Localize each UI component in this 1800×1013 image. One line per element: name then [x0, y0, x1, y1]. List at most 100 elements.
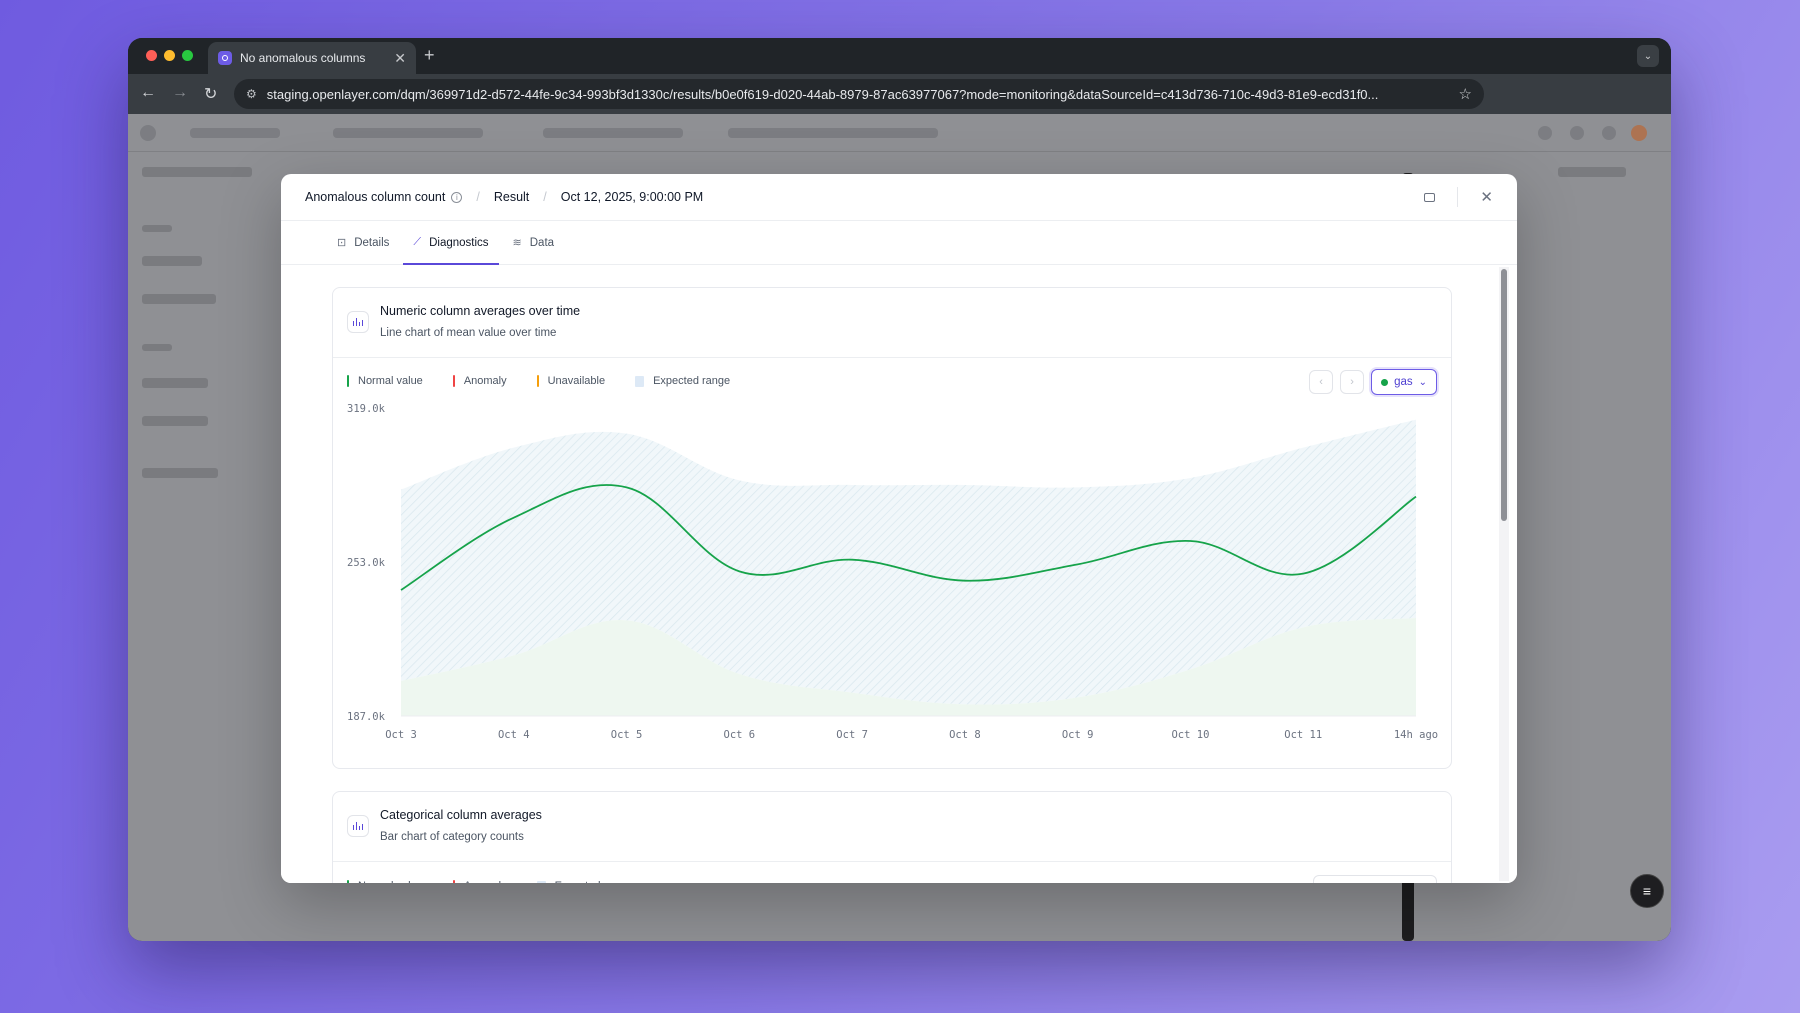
expected-range-band [401, 419, 1416, 705]
card-subtitle: Bar chart of category counts [380, 831, 524, 843]
site-settings-icon[interactable]: ⚙ [246, 87, 257, 101]
close-window-button[interactable] [146, 50, 157, 61]
line-chart[interactable]: 319.0k 253.0k 187.0k Oct 3 Oct 4 Oct 5 Oct 6 Oc… [333, 396, 1453, 756]
modal-scrollbar-thumb[interactable] [1501, 269, 1507, 521]
data-point[interactable] [1412, 493, 1420, 501]
chart-legend: Normal value Anomaly Unavailable Expecte… [347, 375, 730, 387]
status-dot [1381, 378, 1389, 386]
next-column-button[interactable]: › [1340, 370, 1365, 394]
numeric-averages-card: Numeric column averages over time Line c… [332, 287, 1452, 769]
legend-label: Expected range [653, 375, 731, 387]
breadcrumb-separator: / [543, 190, 547, 204]
data-point[interactable] [397, 586, 405, 594]
info-icon[interactable]: i [451, 191, 463, 203]
x-tick-label: Oct 5 [611, 729, 643, 741]
help-icon [1538, 126, 1552, 140]
data-point[interactable] [848, 556, 856, 564]
favicon-icon [218, 51, 232, 65]
sidebar-section-label [142, 225, 172, 232]
address-bar[interactable]: ⚙ staging.openlayer.com/dqm/369971d2-d57… [234, 79, 1484, 109]
category-column-select[interactable]: ⌄ [1313, 875, 1437, 883]
header-divider [1457, 187, 1459, 207]
legend-label: Expected range [555, 880, 632, 883]
bar-chart-icon [347, 815, 369, 837]
data-point[interactable] [1299, 570, 1307, 578]
legend-swatch [452, 880, 455, 883]
x-tick-label: Oct 3 [385, 729, 417, 741]
bar-chart-icon [347, 311, 369, 333]
legend-swatch [347, 880, 349, 883]
tab-diagnostics[interactable]: ⟋ Diagnostics [403, 221, 499, 265]
x-tick-label: Oct 10 [1171, 729, 1209, 741]
tab-label: Details [354, 236, 390, 249]
forward-icon[interactable]: → [172, 84, 188, 101]
close-icon[interactable]: ✕ [1480, 189, 1493, 206]
reload-icon[interactable]: ↻ [204, 86, 218, 103]
legend-normal: Normal value [347, 375, 423, 387]
minimize-window-button[interactable] [164, 50, 175, 61]
legend-label: Anomaly [464, 880, 507, 883]
legend-expected: Expected range [536, 880, 632, 883]
legend-label: Anomaly [463, 375, 507, 387]
legend-label: Normal value [358, 880, 423, 883]
y-tick-label: 319.0k [347, 403, 386, 415]
tab-label: Diagnostics [429, 236, 489, 249]
series-line-gas[interactable] [400, 484, 1417, 591]
column-select-value: gas [1394, 376, 1413, 388]
x-tick-label: 14h ago [1394, 729, 1438, 741]
legend-swatch [347, 375, 349, 387]
browser-toolbar: ← → ↻ ⚙ staging.openlayer.com/dqm/369971… [128, 74, 1671, 114]
workspace-crumb [190, 128, 280, 138]
chart-controls: ‹ › gas ⌄ [1309, 369, 1437, 395]
column-select[interactable]: gas ⌄ [1371, 369, 1437, 395]
modal-body: Numeric column averages over time Line c… [281, 265, 1517, 883]
card-title: Numeric column averages over time [380, 304, 581, 318]
legend-unavailable: Unavailable [536, 375, 606, 387]
assistant-icon[interactable]: ≡ [1630, 874, 1664, 908]
legend-label: Unavailable [547, 375, 606, 387]
chevron-down-icon: ⌄ [1420, 881, 1428, 884]
card-title: Categorical column averages [380, 808, 542, 822]
database-icon: ≋ [512, 237, 522, 249]
maximize-window-button[interactable] [182, 50, 193, 61]
data-point[interactable] [510, 514, 518, 522]
legend-anomaly: Anomaly [452, 375, 507, 387]
card-header: Numeric column averages over time Line c… [333, 288, 1451, 358]
tab-data[interactable]: ≋ Data [503, 221, 565, 264]
tab-title: No anomalous columns [240, 51, 366, 65]
data-point[interactable] [961, 577, 969, 585]
sidebar-section-label [142, 344, 172, 351]
sidebar-item-create [142, 416, 208, 426]
data-point[interactable] [1074, 560, 1082, 568]
legend-swatch [635, 375, 645, 387]
modal-scrollbar[interactable] [1499, 267, 1509, 881]
browser-tab[interactable]: No anomalous columns ✕ [208, 42, 416, 74]
data-point[interactable] [1186, 537, 1194, 545]
legend-swatch [536, 375, 539, 387]
tab-search-icon[interactable]: ⌄ [1637, 45, 1659, 67]
chart-legend: Normal value Anomaly Expected range [347, 880, 632, 883]
previous-column-button[interactable]: ‹ [1309, 370, 1334, 394]
data-point[interactable] [735, 567, 743, 575]
modal-tabs: ⊡ Details ⟋ Diagnostics ≋ Data [281, 221, 1517, 265]
breadcrumb-section: Result [493, 190, 530, 204]
avatar [1631, 125, 1647, 141]
result-modal: Anomalous column count i / Result / Oct … [281, 174, 1517, 883]
chevron-down-icon: ⌄ [1418, 376, 1427, 388]
y-tick-label: 187.0k [347, 711, 386, 723]
chart-line-icon: ⟋ [413, 236, 422, 248]
tab-close-icon[interactable]: ✕ [394, 50, 406, 66]
modal-header: Anomalous column count i / Result / Oct … [281, 174, 1517, 221]
bookmark-star-icon[interactable]: ☆ [1458, 86, 1472, 103]
expand-icon[interactable] [1424, 192, 1436, 202]
sidebar-item-settings [142, 468, 218, 478]
y-tick-label: 253.0k [347, 557, 386, 569]
tab-details[interactable]: ⊡ Details [327, 221, 399, 264]
back-icon[interactable]: ← [140, 84, 156, 101]
app-topbar [128, 114, 1671, 152]
new-tab-icon[interactable]: + [424, 45, 435, 65]
settings-icon [1602, 126, 1616, 140]
details-icon: ⊡ [337, 237, 347, 249]
url-text[interactable]: staging.openlayer.com/dqm/369971d2-d572-… [266, 86, 1379, 102]
data-point[interactable] [623, 483, 631, 491]
